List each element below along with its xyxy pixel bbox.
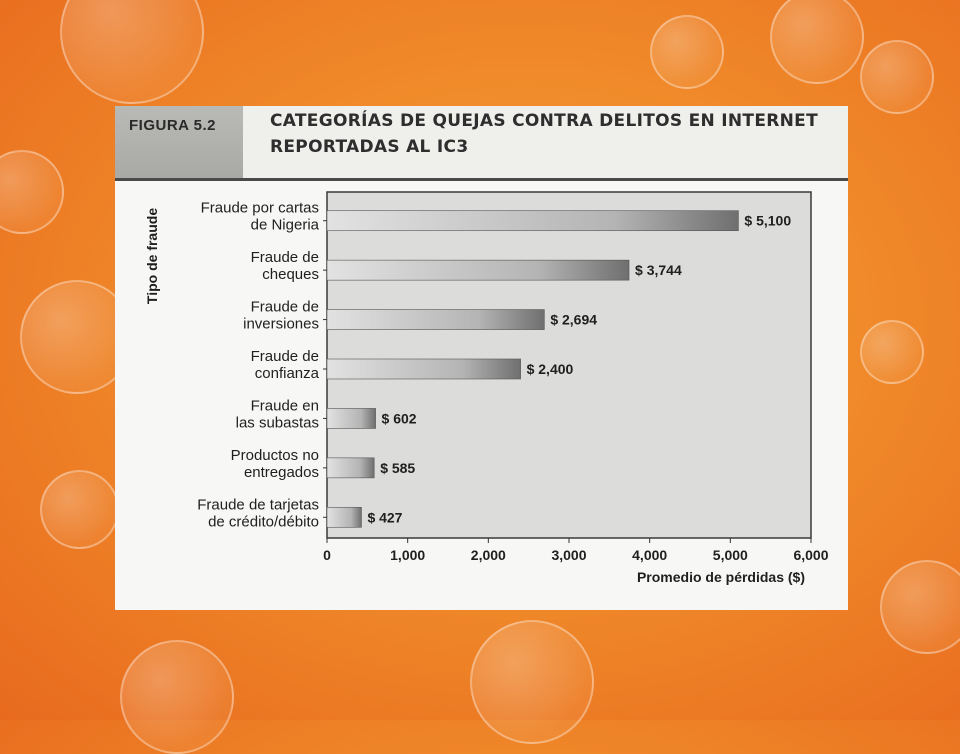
category-label: Fraude de (251, 249, 319, 266)
bar (326, 408, 376, 429)
x-axis-title: Promedio de pérdidas ($) (637, 569, 805, 585)
decor-bubble (860, 40, 934, 114)
figure-title-line1: CATEGORÍAS DE QUEJAS CONTRA DELITOS EN I… (270, 111, 818, 131)
bar (326, 259, 630, 281)
category-label: Fraude de (251, 348, 319, 365)
x-tick-label: 1,000 (390, 547, 425, 563)
figure-header: FIGURA 5.2 CATEGORÍAS DE QUEJAS CONTRA D… (115, 106, 848, 181)
bars-group: $ 5,100 $ 3,744 $ 2,694 $ 2,400 $ 602 $ 585 $ … (326, 210, 791, 528)
category-label: Fraude en (251, 397, 319, 414)
x-tick-label: 6,000 (793, 547, 828, 563)
x-tick-label: 4,000 (632, 547, 667, 563)
bar-chart: $ 5,100 $ 3,744 $ 2,694 $ 2,400 $ 602 $ 585 $ … (144, 191, 829, 585)
bar-value-label: $ 3,744 (635, 262, 682, 278)
x-ticks: 0 1,000 2,000 3,000 4,000 5,000 6,000 (323, 538, 829, 563)
bar (326, 457, 375, 479)
bar-value-label: $ 585 (380, 460, 415, 476)
figure-title: CATEGORÍAS DE QUEJAS CONTRA DELITOS EN I… (270, 108, 830, 160)
decor-bubble (60, 0, 204, 104)
x-tick-label: 0 (323, 547, 331, 563)
category-label: las subastas (236, 414, 319, 431)
figure-label: FIGURA 5.2 (115, 106, 243, 178)
category-label: entregados (244, 464, 319, 481)
decor-bubble (880, 560, 960, 654)
category-label: de crédito/débito (208, 513, 319, 530)
decor-bubble (120, 640, 234, 754)
figure-page: FIGURA 5.2 CATEGORÍAS DE QUEJAS CONTRA D… (115, 106, 848, 610)
x-tick-label: 2,000 (471, 547, 506, 563)
y-axis-title: Tipo de fraude (144, 208, 160, 304)
decor-bubble (0, 150, 64, 234)
bar (326, 506, 362, 528)
category-label: Productos no (231, 447, 319, 464)
bar-value-label: $ 2,400 (527, 361, 574, 377)
figure-title-line2: REPORTADAS AL IC3 (270, 137, 469, 157)
x-tick-label: 5,000 (713, 547, 748, 563)
x-tick-label: 3,000 (551, 547, 586, 563)
decor-bubble (770, 0, 864, 84)
category-label: confianza (255, 365, 320, 382)
decor-bubble (470, 620, 594, 744)
category-label: Fraude de tarjetas (197, 496, 319, 513)
bar (326, 210, 739, 232)
category-label: inversiones (243, 316, 319, 333)
bar (326, 358, 521, 380)
category-label: Fraude por cartas (201, 200, 319, 217)
category-label: cheques (262, 266, 319, 283)
bar-value-label: $ 427 (367, 509, 402, 525)
bar-value-label: $ 2,694 (550, 312, 597, 328)
decor-bubble (860, 320, 924, 384)
category-label: Fraude de (251, 299, 319, 316)
bar-value-label: $ 602 (382, 410, 417, 426)
bar (326, 309, 545, 330)
decor-bubble (40, 470, 119, 549)
decor-bubble (650, 15, 724, 89)
bar-value-label: $ 5,100 (744, 213, 791, 229)
category-label: de Nigeria (251, 217, 320, 234)
